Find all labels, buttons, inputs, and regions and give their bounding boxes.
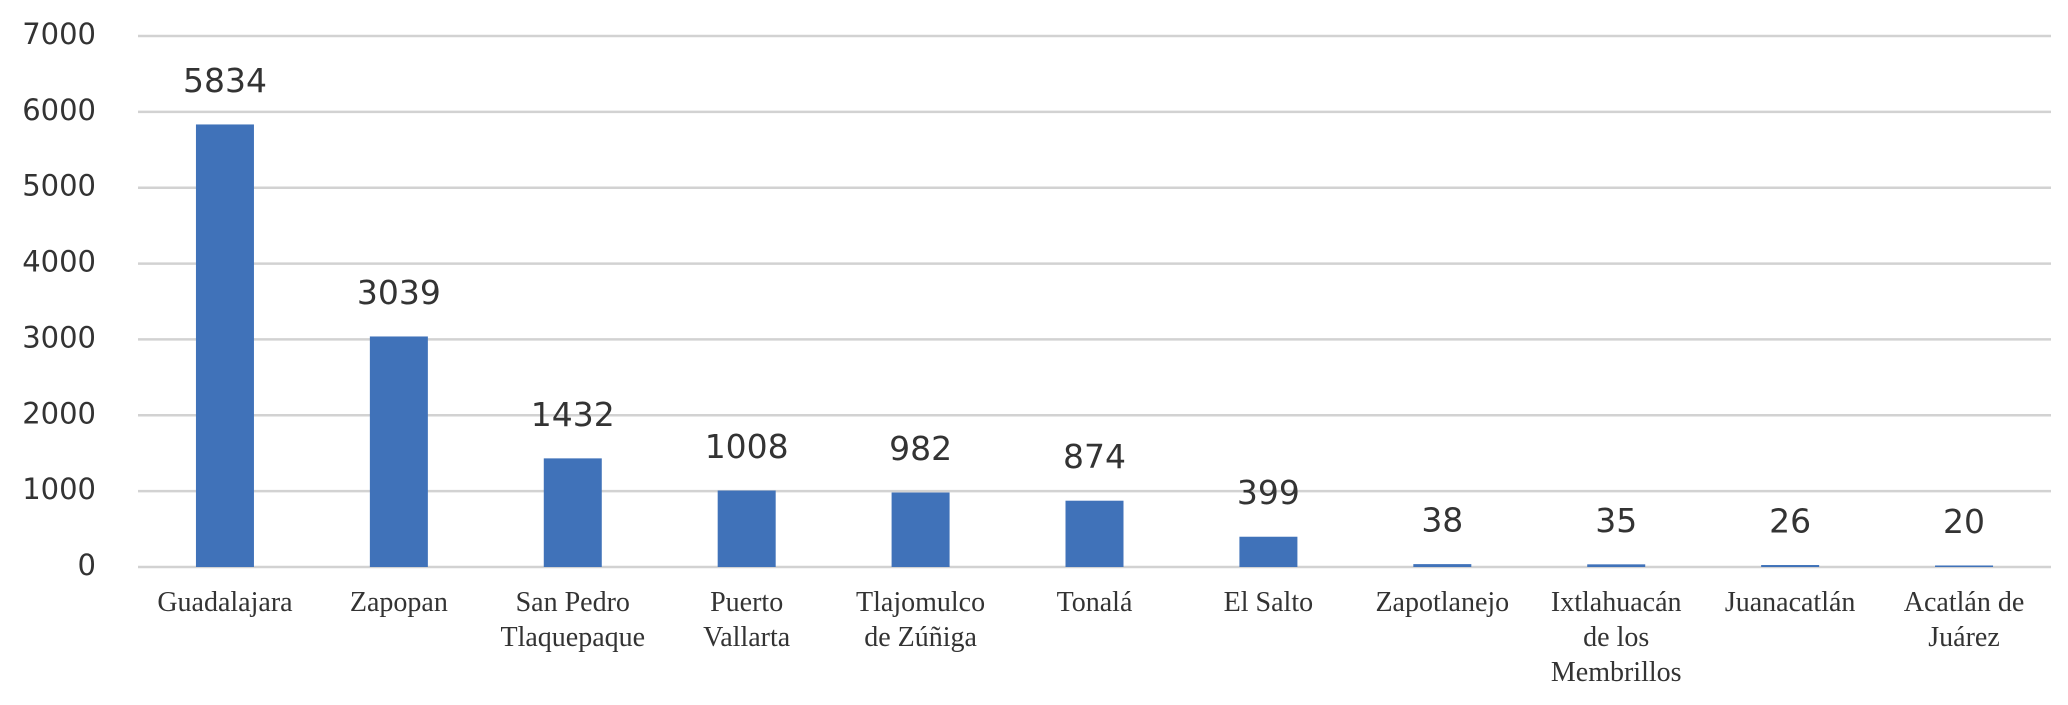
x-tick-label: San Pedro Tlaquepaque (500, 587, 646, 653)
x-tick-label: El Salto (1223, 587, 1314, 618)
x-tick-label: Zapopan (349, 587, 448, 618)
value-label: 35 (1595, 501, 1637, 540)
value-label: 38 (1421, 501, 1463, 540)
x-tick-label: Acatlán de Juárez (1903, 587, 2025, 653)
value-label: 982 (889, 429, 952, 468)
bar (891, 492, 950, 567)
value-label: 399 (1237, 473, 1300, 512)
value-label: 1432 (531, 395, 615, 434)
bar (1935, 565, 1994, 567)
bar (369, 336, 428, 567)
y-tick-label: 6000 (22, 93, 96, 127)
x-tick-label: Guadalajara (157, 587, 293, 618)
bar (1065, 500, 1124, 567)
bar (195, 124, 254, 567)
value-label: 874 (1063, 437, 1126, 476)
bar (543, 458, 602, 567)
x-tick-label: Zapotlanejo (1375, 587, 1510, 618)
bar (1761, 565, 1820, 567)
y-tick-label: 3000 (22, 320, 96, 354)
y-tick-label: 2000 (22, 396, 96, 430)
bar (1413, 564, 1472, 567)
x-tick-label: Ixtlahuacán de los Membrillos (1550, 587, 1682, 688)
bar (717, 490, 776, 567)
y-tick-label: 0 (78, 548, 96, 582)
y-tick-label: 4000 (22, 245, 96, 279)
x-tick-label: Juanacatlán (1724, 587, 1856, 618)
x-tick-label: Tonalá (1056, 587, 1133, 618)
value-label: 3039 (357, 273, 441, 312)
x-tick-label: Tlajomulco de Zúñiga (856, 587, 986, 653)
value-label: 5834 (183, 61, 267, 100)
y-tick-label: 1000 (22, 472, 96, 506)
y-tick-label: 7000 (22, 17, 96, 51)
x-tick-label: Puerto Vallarta (703, 587, 791, 653)
value-label: 1008 (705, 427, 789, 466)
value-label: 20 (1943, 502, 1985, 541)
bar (1239, 536, 1298, 567)
y-tick-label: 5000 (22, 169, 96, 203)
value-label: 26 (1769, 502, 1811, 541)
bar (1587, 564, 1646, 567)
